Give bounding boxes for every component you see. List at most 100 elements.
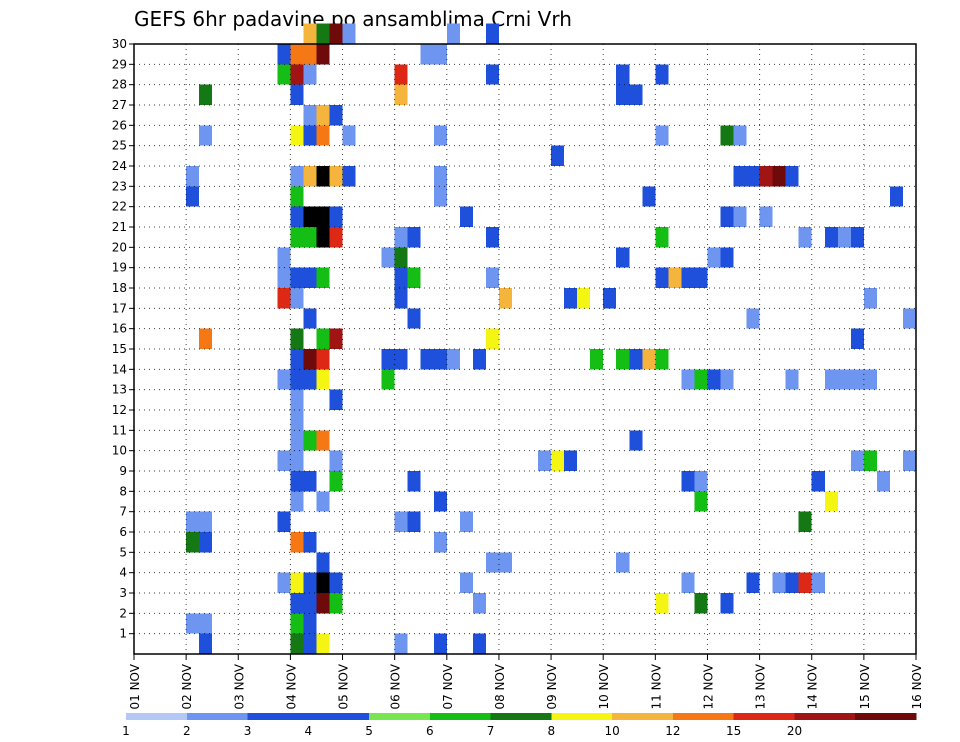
precip-cell — [303, 105, 317, 126]
precip-cell — [616, 247, 630, 268]
precip-cell — [876, 471, 890, 492]
precip-cell — [381, 247, 395, 268]
y-tick-label: 12 — [112, 403, 127, 417]
precip-cell — [342, 125, 356, 146]
precip-cell — [329, 572, 343, 593]
precip-cell — [551, 450, 565, 471]
x-tick-label: 13 NOV — [754, 663, 768, 709]
precip-cell — [329, 593, 343, 614]
precip-cell — [316, 552, 330, 573]
precip-cell — [329, 389, 343, 410]
precip-cell — [811, 572, 825, 593]
precip-cell — [707, 369, 721, 390]
precip-cell — [199, 532, 213, 553]
precip-cell — [303, 267, 317, 288]
precip-cell — [277, 64, 291, 85]
precip-cell — [798, 572, 812, 593]
precip-cell — [290, 84, 304, 105]
colorbar-swatch — [247, 713, 309, 720]
precip-cell — [850, 369, 864, 390]
precip-cell — [277, 572, 291, 593]
precip-cell — [694, 369, 708, 390]
y-tick-label: 24 — [112, 159, 127, 173]
colorbar-swatch — [672, 713, 735, 720]
precip-cell — [446, 349, 460, 370]
precip-cell — [785, 166, 799, 187]
precip-cell — [277, 369, 291, 390]
precip-cell — [290, 471, 304, 492]
colorbar-swatch — [551, 713, 613, 720]
precip-cell — [277, 511, 291, 532]
precip-cell — [720, 125, 734, 146]
precip-cell — [655, 349, 669, 370]
precip-cell — [303, 166, 317, 187]
precip-cell — [290, 206, 304, 227]
precip-cell — [407, 227, 421, 248]
precip-cell — [290, 491, 304, 512]
precip-cell — [733, 125, 747, 146]
precip-cell — [433, 125, 447, 146]
precip-cell — [199, 633, 213, 654]
precip-cell — [433, 532, 447, 553]
x-axis-ticks: 01 NOV 02 NOV 03 NOV 04 NOV 05 NOV 06 NOV 07 N… — [128, 654, 924, 710]
precip-cell — [485, 227, 499, 248]
precip-cell — [290, 450, 304, 471]
precip-cell — [655, 227, 669, 248]
precip-cell — [902, 308, 916, 329]
precip-cell — [303, 593, 317, 614]
grid-lines — [134, 44, 916, 654]
precip-cell — [303, 227, 317, 248]
colorbar-swatch — [308, 713, 370, 720]
precip-cell — [394, 511, 408, 532]
precip-cell — [290, 593, 304, 614]
x-tick-label: 12 NOV — [701, 663, 715, 709]
precip-cell — [577, 288, 591, 309]
colorbar-swatch — [855, 713, 917, 720]
y-tick-label: 3 — [119, 586, 127, 600]
precip-cell — [485, 23, 499, 44]
precip-cell — [394, 288, 408, 309]
precip-cell — [863, 369, 877, 390]
colorbar-label: 10 — [605, 724, 620, 738]
x-tick-label: 09 NOV — [545, 663, 559, 709]
precip-cell — [290, 288, 304, 309]
colorbar-label: 3 — [244, 724, 252, 738]
precip-cell — [316, 430, 330, 451]
precip-cell — [342, 23, 356, 44]
precip-cell — [850, 450, 864, 471]
precip-cell — [720, 247, 734, 268]
precip-cell — [681, 471, 695, 492]
y-tick-label: 21 — [112, 220, 127, 234]
precip-cell — [472, 349, 486, 370]
precip-cell — [603, 288, 617, 309]
y-tick-label: 4 — [119, 566, 127, 580]
y-tick-label: 23 — [112, 179, 127, 193]
y-tick-label: 30 — [112, 37, 127, 51]
precip-cell — [290, 532, 304, 553]
precip-cell — [381, 349, 395, 370]
precip-cell — [303, 64, 317, 85]
precip-cell — [642, 186, 656, 207]
precip-cell — [329, 471, 343, 492]
precip-cell — [394, 247, 408, 268]
y-tick-label: 14 — [112, 362, 127, 376]
y-tick-label: 10 — [112, 444, 127, 458]
y-tick-label: 18 — [112, 281, 127, 295]
precip-cell — [681, 572, 695, 593]
precip-cell — [720, 369, 734, 390]
precip-cell — [798, 511, 812, 532]
precip-cell — [316, 23, 330, 44]
precip-cell — [199, 613, 213, 634]
precip-cell — [420, 349, 434, 370]
colorbar-label: 6 — [426, 724, 434, 738]
precip-cell — [564, 288, 578, 309]
precip-cell — [316, 633, 330, 654]
precip-cell — [590, 349, 604, 370]
precip-cell — [655, 125, 669, 146]
colorbar-label: 12 — [665, 724, 680, 738]
precip-cell — [186, 186, 200, 207]
colorbar-swatch — [429, 713, 492, 720]
x-tick-label: 10 NOV — [597, 663, 611, 709]
precip-cell — [746, 308, 760, 329]
